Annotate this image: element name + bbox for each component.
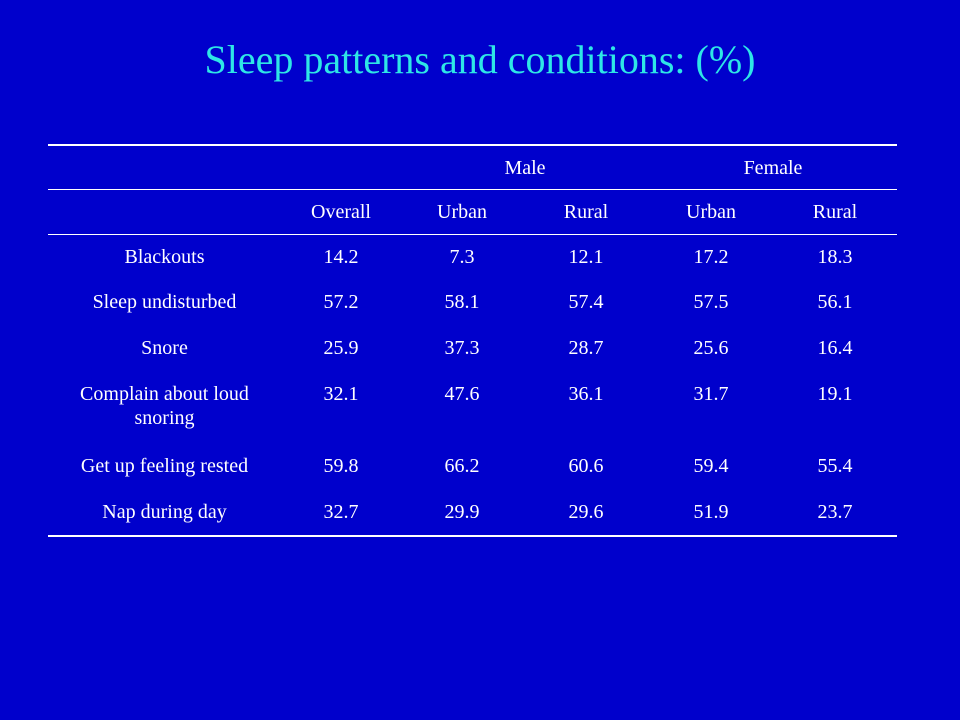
column-header-male-rural: Rural — [563, 200, 609, 223]
column-header-female-urban: Urban — [686, 200, 736, 223]
cell-value: 23.7 — [817, 501, 853, 523]
cell-value: 59.4 — [693, 455, 729, 477]
cell-value: 32.1 — [323, 383, 359, 405]
column-header-row: Overall Urban Rural Urban Rural — [48, 189, 897, 234]
cell-value: 25.9 — [323, 337, 359, 359]
empty-header-cell — [281, 145, 401, 189]
table-row: Snore 25.9 37.3 28.7 25.6 16.4 — [48, 326, 897, 372]
column-header-male-urban: Urban — [437, 200, 487, 223]
cell-value: 59.8 — [323, 455, 359, 477]
slide-title: Sleep patterns and conditions: (%) — [204, 37, 756, 82]
cell-value: 56.1 — [817, 291, 853, 313]
cell-value: 51.9 — [693, 501, 729, 523]
table-row: Get up feeling rested 59.8 66.2 60.6 59.… — [48, 444, 897, 490]
group-header-male: Male — [504, 157, 546, 179]
row-label: Get up feeling rested — [80, 455, 249, 477]
row-label: Sleep undisturbed — [92, 291, 237, 313]
cell-value: 14.2 — [323, 245, 359, 268]
cell-value: 66.2 — [444, 455, 480, 477]
cell-value: 29.9 — [444, 501, 480, 523]
cell-value: 28.7 — [568, 337, 604, 359]
cell-value: 55.4 — [817, 455, 853, 477]
row-label: Snore — [141, 337, 188, 359]
row-label: Nap during day — [102, 501, 227, 523]
cell-value: 37.3 — [444, 337, 480, 359]
table-row: Nap during day 32.7 29.9 29.6 51.9 23.7 — [48, 490, 897, 536]
cell-value: 31.7 — [693, 383, 729, 405]
cell-value: 57.5 — [693, 291, 729, 313]
cell-value: 47.6 — [444, 383, 480, 405]
cell-value: 25.6 — [693, 337, 729, 359]
table-row: Blackouts 14.2 7.3 12.1 17.2 18.3 — [48, 234, 897, 280]
row-label: Blackouts — [124, 245, 205, 268]
cell-value: 60.6 — [568, 455, 604, 477]
cell-value: 32.7 — [323, 501, 359, 523]
cell-value: 57.4 — [568, 291, 604, 313]
cell-value: 17.2 — [693, 245, 729, 268]
group-header-row: Male Female — [48, 145, 897, 189]
cell-value: 58.1 — [444, 291, 480, 313]
group-header-female: Female — [743, 157, 803, 179]
cell-value: 12.1 — [568, 245, 604, 268]
sleep-patterns-table: Male Female Overall Urban Rural Urban Ru… — [48, 144, 897, 537]
column-header-female-rural: Rural — [812, 200, 858, 223]
cell-value: 16.4 — [817, 337, 853, 359]
empty-header-cell — [48, 189, 281, 234]
cell-value: 29.6 — [568, 501, 604, 523]
cell-value: 57.2 — [323, 291, 359, 313]
row-label: Complain about loud snoring — [80, 383, 249, 429]
cell-value: 7.3 — [449, 245, 475, 268]
table-row: Complain about loud snoring 32.1 47.6 36… — [48, 372, 897, 444]
cell-value: 19.1 — [817, 383, 853, 405]
column-header-overall: Overall — [311, 200, 371, 223]
cell-value: 18.3 — [817, 245, 853, 268]
cell-value: 36.1 — [568, 383, 604, 405]
empty-header-cell — [48, 145, 281, 189]
table-row: Sleep undisturbed 57.2 58.1 57.4 57.5 56… — [48, 280, 897, 326]
